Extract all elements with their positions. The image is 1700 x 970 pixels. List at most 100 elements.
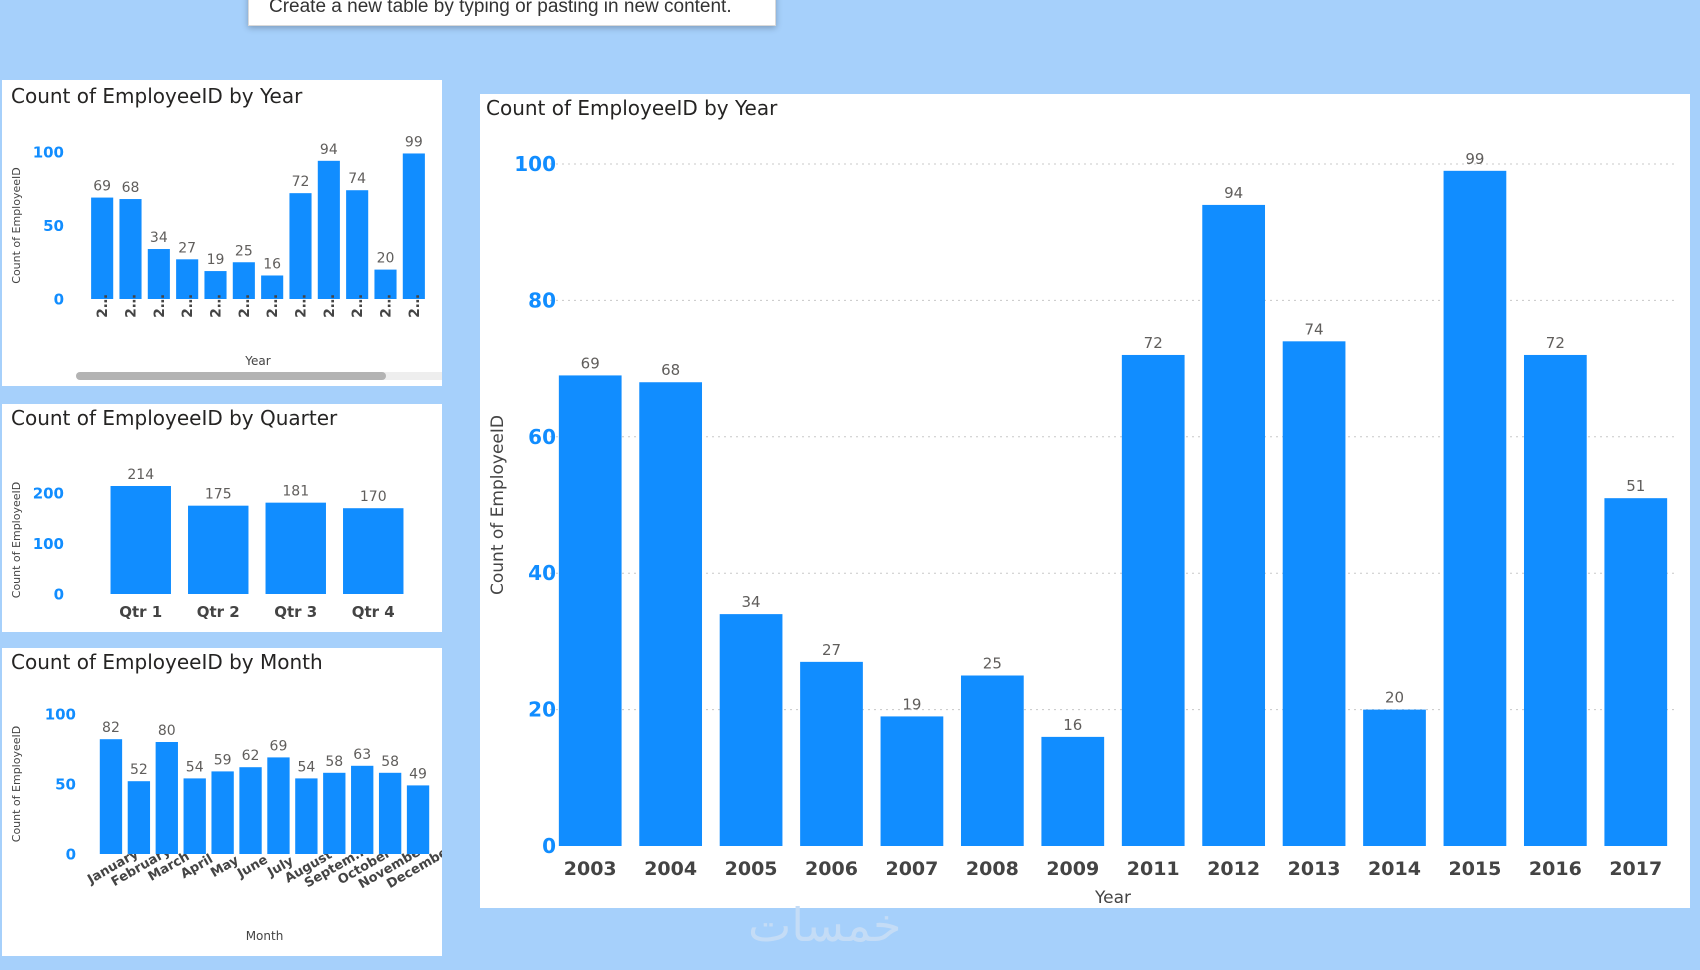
x-tick-label: 2… [294, 294, 310, 318]
x-tick-label: 2016 [1529, 858, 1582, 880]
x-axis-label: Year [244, 354, 270, 368]
data-label: 69 [93, 179, 111, 195]
x-axis-label: Month [246, 929, 284, 943]
y-axis-label: Count of EmployeeID [488, 415, 508, 595]
y-tick-label: 60 [528, 425, 556, 449]
y-tick-label: 0 [54, 290, 64, 308]
x-tick-label: 2… [95, 294, 111, 318]
bar [176, 259, 199, 299]
y-tick-label: 0 [66, 845, 76, 863]
bar [155, 742, 178, 854]
y-tick-label: 80 [528, 288, 556, 312]
data-label: 170 [360, 489, 387, 505]
bar [1121, 354, 1185, 846]
data-label: 27 [178, 240, 196, 256]
data-label: 27 [822, 641, 841, 659]
x-tick-label: 2… [407, 294, 423, 318]
chart-card-month[interactable]: Count of EmployeeID by Month 0 50 100 Count… [2, 648, 442, 956]
bar [211, 771, 234, 854]
tooltip-new-table: Create a new table by typing or pasting … [248, 0, 776, 26]
bar [119, 199, 142, 299]
data-label: 99 [1465, 150, 1484, 168]
bar [188, 505, 249, 594]
data-label: 25 [983, 655, 1002, 673]
x-tick-label: 2… [265, 294, 281, 318]
x-tick-label: 2007 [885, 858, 938, 880]
chart-card-year-small[interactable]: Count of EmployeeID by Year 0 50 100 Count … [2, 80, 442, 386]
x-tick-label: 2009 [1046, 858, 1099, 880]
data-label: 25 [235, 243, 253, 259]
bar [110, 486, 171, 594]
y-tick-label: 20 [528, 698, 556, 722]
watermark-logo: خمسات [748, 898, 902, 952]
bar [323, 772, 346, 854]
bar [317, 160, 340, 299]
data-label: 74 [1305, 320, 1324, 338]
data-label: 72 [1144, 334, 1163, 352]
bar [127, 781, 151, 854]
bar [1282, 341, 1346, 846]
x-tick-label: 2011 [1127, 858, 1180, 880]
bar [1604, 498, 1668, 846]
data-label: 99 [405, 134, 423, 150]
y-tick-label: 100 [33, 143, 64, 161]
chart-title: Count of EmployeeID by Month [11, 650, 323, 674]
x-tick-label: 2… [350, 294, 366, 318]
x-tick-label: 2… [180, 294, 196, 318]
bar [343, 508, 404, 594]
x-tick-label: Qtr 1 [119, 603, 162, 621]
x-tick-label: 2006 [805, 858, 858, 880]
x-tick-label: 2013 [1288, 858, 1341, 880]
chart-year-large-plot: 0 20 40 60 80 100 Count of EmployeeID 69 2003 68 2… [488, 150, 1676, 908]
data-label: 54 [186, 759, 204, 775]
x-tick-label: 2003 [564, 858, 617, 880]
x-tick-label: 2008 [966, 858, 1019, 880]
data-label: 69 [581, 354, 600, 372]
y-tick-label: 0 [542, 834, 556, 858]
bar [402, 153, 425, 299]
x-tick-label: 2017 [1609, 858, 1662, 880]
bar [267, 757, 290, 854]
chart-quarter-plot: 0 100 200 Count of EmployeeID 214 Qtr 1 175 Qtr… [10, 467, 404, 621]
bar [800, 661, 863, 846]
data-label: 54 [297, 759, 315, 775]
scrollbar-thumb[interactable] [76, 372, 386, 380]
data-label: 20 [377, 251, 395, 267]
chart-title: Count of EmployeeID by Year [486, 96, 778, 120]
data-label: 68 [122, 180, 140, 196]
bar [147, 249, 170, 299]
data-label: 52 [130, 762, 148, 778]
data-label: 16 [1063, 716, 1082, 734]
y-tick-label: 40 [528, 561, 556, 585]
y-axis-label: Count of EmployeeID [10, 726, 23, 842]
data-label: 214 [127, 467, 154, 483]
data-label: 94 [1224, 184, 1243, 202]
bar [351, 765, 374, 854]
chart-card-quarter[interactable]: Count of EmployeeID by Quarter 0 100 200 Co… [2, 404, 442, 632]
x-tick-label: Qtr 4 [352, 603, 395, 621]
data-label: 58 [381, 754, 399, 770]
chart-card-year-large[interactable]: Count of EmployeeID by Year 0 20 40 60 80 100… [480, 94, 1690, 908]
data-label: 34 [742, 593, 761, 611]
bar [289, 193, 312, 299]
data-label: 69 [270, 738, 288, 754]
bar [378, 772, 402, 854]
bar [1363, 709, 1426, 846]
data-label: 59 [214, 752, 232, 768]
chart-year-small-plot: 0 50 100 Count of EmployeeID 69 2… 68 2… 34 2… 27 2… [10, 134, 442, 380]
chart-title: Count of EmployeeID by Year [11, 84, 303, 108]
x-tick-label: 2005 [725, 858, 778, 880]
bar [232, 262, 255, 299]
bar [239, 767, 262, 854]
bar [1041, 736, 1105, 846]
data-label: 94 [320, 142, 338, 158]
data-label: 68 [661, 361, 680, 379]
x-tick-label: 2… [379, 294, 395, 318]
data-label: 19 [902, 695, 921, 713]
bar [1523, 354, 1587, 846]
chart-title: Count of EmployeeID by Quarter [11, 406, 338, 430]
data-label: 58 [325, 754, 343, 770]
bar [99, 739, 123, 854]
data-label: 20 [1385, 689, 1404, 707]
